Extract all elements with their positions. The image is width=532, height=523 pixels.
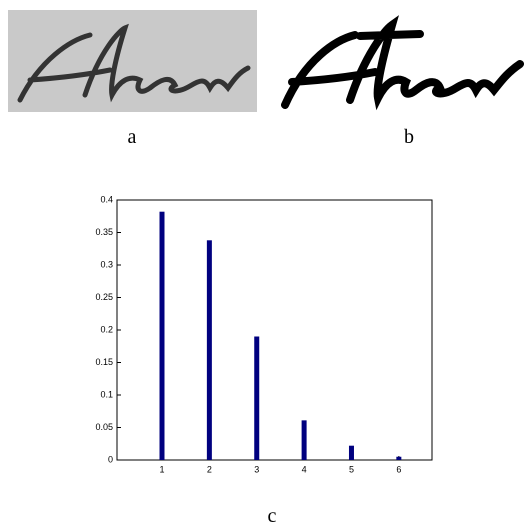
bar [254, 336, 260, 460]
panel-label: b [404, 126, 414, 148]
x-tick-label: 4 [302, 464, 307, 474]
image-a [8, 10, 257, 112]
y-tick-label: 0.05 [95, 422, 113, 432]
y-tick-label: 0.2 [100, 324, 113, 334]
y-tick-label: 0 [108, 454, 113, 464]
bar [301, 420, 307, 460]
x-tick-label: 1 [159, 464, 164, 474]
x-tick-label: 6 [396, 464, 401, 474]
y-tick-label: 0.15 [95, 357, 113, 367]
x-tick-label: 3 [254, 464, 259, 474]
y-tick-label: 0.1 [100, 389, 113, 399]
y-tick-label: 0.3 [100, 259, 113, 269]
bar [396, 456, 402, 460]
y-tick-label: 0.35 [95, 227, 113, 237]
x-tick-label: 2 [207, 464, 212, 474]
bar [348, 445, 354, 460]
bar [206, 240, 212, 460]
bar [159, 211, 165, 460]
image-b [281, 15, 524, 111]
x-tick-label: 5 [349, 464, 354, 474]
y-tick-label: 0.25 [95, 292, 113, 302]
panel-label: c [268, 505, 277, 523]
y-tick-label: 0.4 [100, 194, 113, 204]
panel-label: a [128, 126, 137, 148]
